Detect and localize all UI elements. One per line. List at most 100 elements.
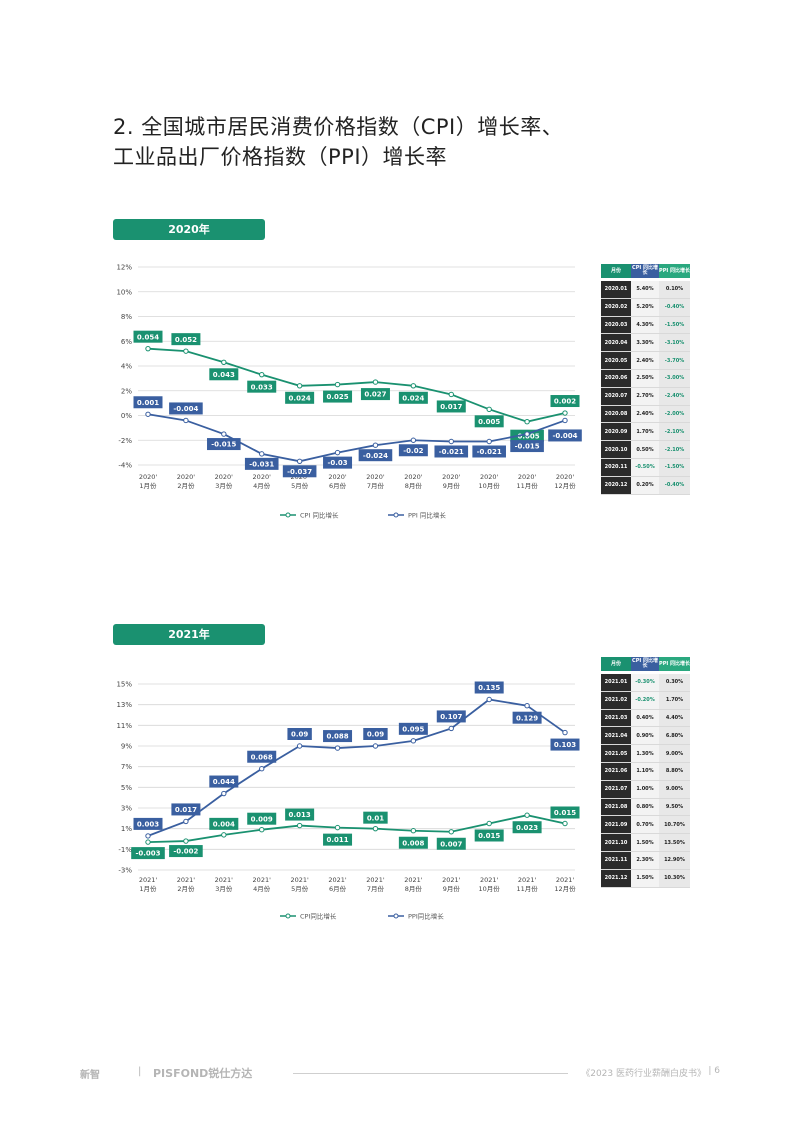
y-tick-label: 8% <box>121 313 132 321</box>
y-tick-label: -1% <box>118 846 132 854</box>
ppi-point <box>221 790 227 797</box>
table-row: 2020.08 2.40% -2.00% <box>601 405 690 424</box>
month-cell: 2021.11 <box>601 851 631 869</box>
x-tick-label: 2020' 1月份 <box>139 473 158 490</box>
cpi-point <box>524 418 530 425</box>
ppi-point <box>486 438 492 445</box>
ppi-cell: 6.80% <box>659 727 690 745</box>
ppi-data-label: 0.103 <box>554 741 576 749</box>
ppi-cell: -2.40% <box>659 387 690 405</box>
cpi-data-label: 0.008 <box>402 839 424 847</box>
y-tick-label: -2% <box>118 437 132 445</box>
ppi-legend-marker <box>393 913 399 919</box>
ppi-series-line <box>147 413 566 463</box>
ppi-data-label-bg <box>323 730 353 743</box>
table-row: 2021.04 0.90% 6.80% <box>601 727 690 746</box>
footer-logo-pisfond: PISFOND锐仕方达 <box>153 1067 253 1080</box>
ppi-data-label: -0.004 <box>173 405 198 413</box>
cpi-data-label: 0.013 <box>289 811 311 819</box>
table-row: 2020.01 5.40% 0.10% <box>601 281 690 299</box>
ppi-data-label-bg <box>474 681 504 694</box>
cpi-data-label: 0.017 <box>440 403 462 411</box>
y-tick-label: -4% <box>118 462 132 470</box>
table-row: 2020.02 5.20% -0.40% <box>601 298 690 317</box>
cpi-cell: 2.40% <box>631 405 659 423</box>
ppi-data-label: 0.088 <box>326 733 348 741</box>
cpi-cell: 1.50% <box>631 869 659 887</box>
cpi-data-label: 0.025 <box>326 393 348 401</box>
footer-rule <box>293 1073 568 1074</box>
table-row: 2021.06 1.10% 8.80% <box>601 762 690 781</box>
table-row: 2020.10 0.50% -2.10% <box>601 441 690 459</box>
x-tick-label: 2020' 12月份 <box>554 473 576 490</box>
ppi-data-label-bg <box>133 396 163 409</box>
y-tick-label: 4% <box>121 363 132 371</box>
y-tick-label: 9% <box>121 743 132 751</box>
cpi-cell: -0.30% <box>631 674 659 691</box>
ppi-data-label-bg <box>247 750 277 763</box>
x-tick-label: 2021' 12月份 <box>554 876 576 893</box>
cpi-data-label-bg <box>512 821 542 834</box>
cpi-data-label: 0.015 <box>478 832 500 840</box>
cpi-cell: 3.30% <box>631 334 659 352</box>
ppi-data-label: -0.015 <box>211 441 236 449</box>
cpi-cell: 1.30% <box>631 745 659 762</box>
ppi-data-label: -0.037 <box>287 468 312 476</box>
cpi-legend-marker <box>285 913 291 919</box>
cpi-data-label-bg <box>247 380 277 393</box>
ppi-cell: -0.40% <box>659 298 690 316</box>
cpi-data-label-bg <box>247 812 277 825</box>
ppi-data-label: 0.003 <box>137 821 159 829</box>
cpi-point <box>448 391 454 398</box>
month-cell: 2021.08 <box>601 798 631 816</box>
cpi-data-label-bg <box>133 330 163 343</box>
table-header: 月份 CPI 同比增长 PPI 同比增长 <box>601 657 690 671</box>
month-cell: 2021.05 <box>601 745 631 762</box>
table-header-cell: CPI 同比增长 <box>631 264 659 278</box>
ppi-data-label-bg <box>398 722 428 735</box>
ppi-legend-marker <box>393 512 399 518</box>
cpi-cell: 1.70% <box>631 423 659 441</box>
y-tick-label: 7% <box>121 763 132 771</box>
cpi-legend-label: CPI 同比增长 <box>300 510 339 519</box>
ppi-cell: 10.70% <box>659 816 690 834</box>
ppi-data-label: -0.024 <box>363 452 388 460</box>
month-cell: 2021.09 <box>601 816 631 834</box>
month-cell: 2021.06 <box>601 762 631 780</box>
cpi-legend-label: CPI同比增长 <box>300 911 337 920</box>
ppi-data-label-bg <box>512 711 542 724</box>
footer-logo-xinzhi: 新智 <box>80 1070 100 1081</box>
cpi-point <box>486 820 492 827</box>
cpi-data-label: 0.01 <box>367 814 384 822</box>
ppi-data-label-bg <box>209 775 239 788</box>
ppi-cell: -1.50% <box>659 458 690 476</box>
cpi-point <box>183 348 189 354</box>
month-cell: 2020.07 <box>601 387 631 405</box>
footer: 新智 | PISFOND锐仕方达 《2023 医药行业薪酬白皮书》 | 6 <box>80 1066 720 1081</box>
page-number: | 6 <box>708 1066 720 1076</box>
ppi-data-label: -0.021 <box>439 448 464 456</box>
ppi-data-label: 0.017 <box>175 806 197 814</box>
cpi-data-label-bg <box>131 847 165 860</box>
x-tick-label: 2021' 1月份 <box>139 876 158 893</box>
cpi-point <box>183 838 189 844</box>
cpi-point <box>145 345 151 352</box>
cpi-cell: 4.30% <box>631 316 659 334</box>
ppi-cell: 9.00% <box>659 780 690 798</box>
x-tick-label: 2021' 9月份 <box>442 876 461 893</box>
cpi-point <box>524 812 530 818</box>
x-tick-label: 2020' 10月份 <box>479 473 501 490</box>
y-tick-label: 11% <box>116 722 132 730</box>
table-row: 2020.11 -0.50% -1.50% <box>601 458 690 477</box>
table-row: 2020.05 2.40% -3.70% <box>601 352 690 370</box>
ppi-cell: 13.50% <box>659 834 690 851</box>
ppi-cell: 0.30% <box>659 674 690 691</box>
x-tick-label: 2021' 11月份 <box>516 876 538 893</box>
ppi-cell: -2.00% <box>659 405 690 423</box>
ppi-data-label: -0.031 <box>249 460 274 468</box>
cpi-point <box>221 359 227 365</box>
cpi-point <box>296 383 303 389</box>
ppi-data-label-bg <box>282 465 317 478</box>
ppi-data-label-bg <box>510 440 544 453</box>
cpi-cell: 2.70% <box>631 387 659 405</box>
